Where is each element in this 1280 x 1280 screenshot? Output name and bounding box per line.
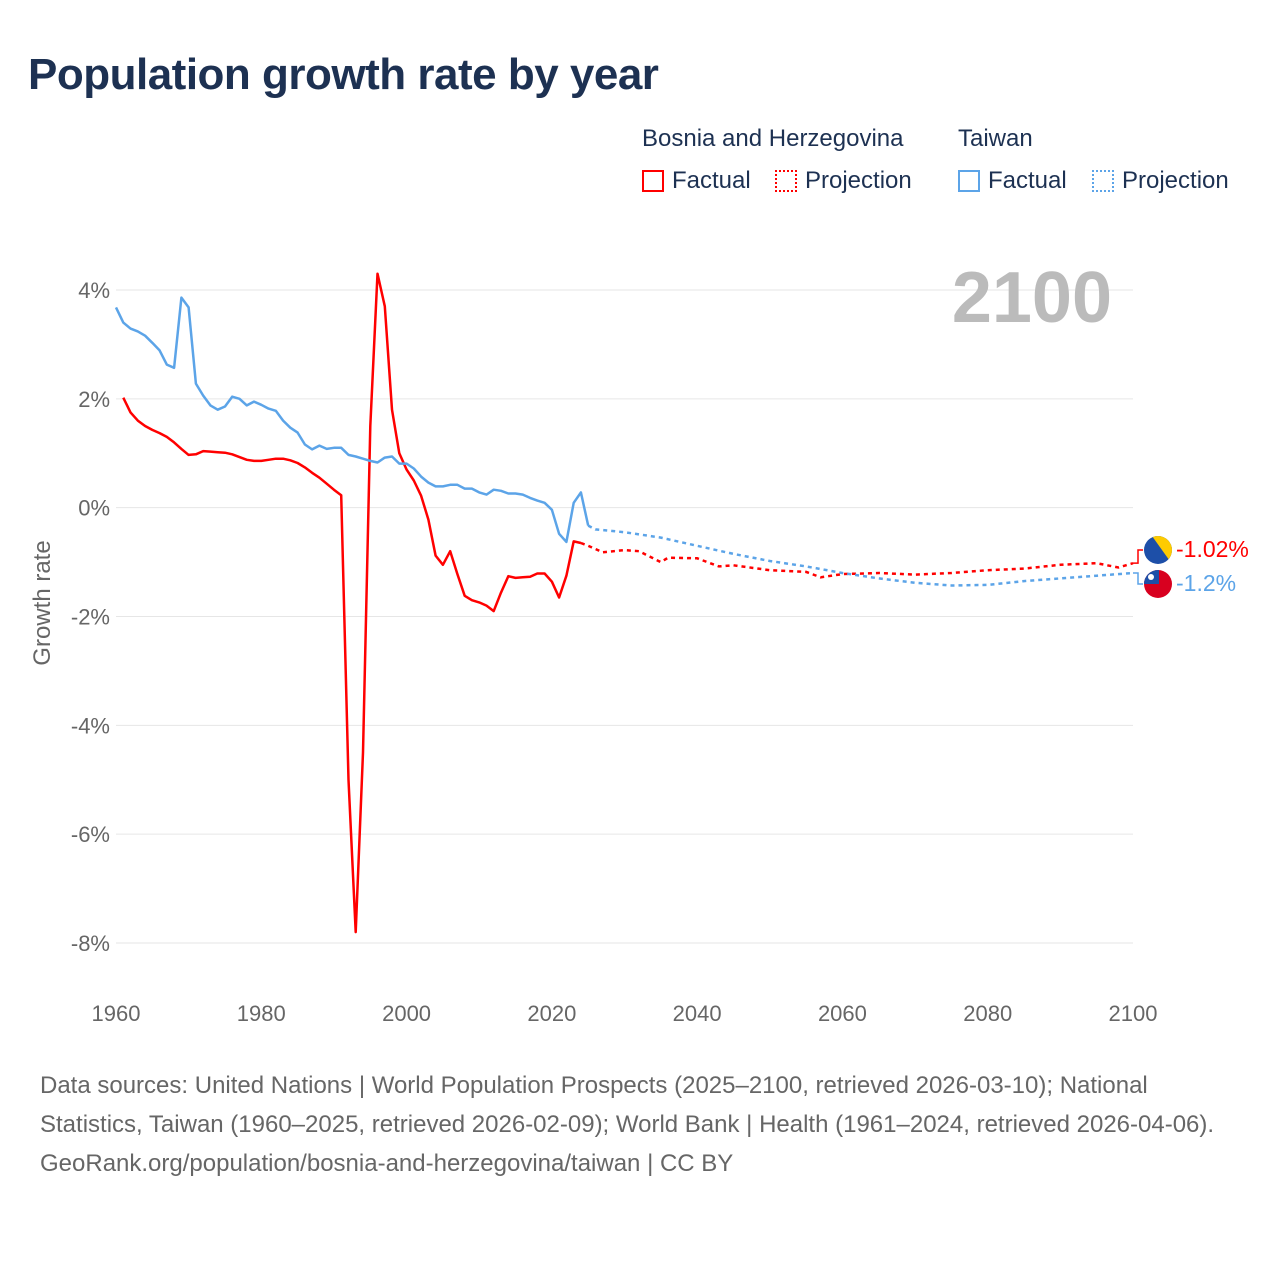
y-tick-label: -4% (71, 713, 110, 738)
taiwan-factual-line (114, 296, 590, 544)
legend-group-taiwan: Taiwan (958, 125, 1033, 152)
x-tick-label: 2040 (673, 1001, 722, 1026)
bosnia-flag-icon (1144, 536, 1172, 564)
plot-area: 4% 2% 0% -2% -4% -6% -8% 1960 1980 2000 2020 2040 20… (29, 258, 1249, 1026)
y-tick-label: -8% (71, 931, 110, 956)
legend-group-bosnia: Bosnia and Herzegovina (642, 125, 904, 152)
x-tick-label: 2020 (527, 1001, 576, 1026)
bosnia-label-connector (1133, 549, 1143, 564)
solid-swatch-icon (642, 170, 664, 192)
footer: Data sources: United Nations | World Pop… (40, 1066, 1250, 1183)
dotted-swatch-icon (775, 170, 797, 192)
legend-label: Factual (988, 167, 1067, 194)
bosnia-factual-line (122, 272, 582, 934)
x-tick-label: 1960 (92, 1001, 141, 1026)
solid-swatch-icon (958, 170, 980, 192)
taiwan-flag-icon (1144, 570, 1172, 598)
legend-label: Projection (1122, 167, 1229, 194)
y-tick-label: -6% (71, 822, 110, 847)
chart-title: Population growth rate by year (28, 50, 659, 99)
bosnia-end-label: -1.02% (1176, 536, 1249, 562)
x-tick-label: 2080 (963, 1001, 1012, 1026)
x-tick-label: 2060 (818, 1001, 867, 1026)
legend-taiwan-factual[interactable]: Factual (958, 167, 1067, 195)
taiwan-projection-line (587, 524, 1134, 587)
y-tick-label: 0% (78, 496, 110, 521)
taiwan-end-label: -1.2% (1176, 570, 1236, 596)
data-sources: Data sources: United Nations | World Pop… (40, 1072, 1215, 1138)
x-tick-label: 2000 (382, 1001, 431, 1026)
taiwan-label-connector (1133, 572, 1143, 585)
y-tick-label: 2% (78, 387, 110, 412)
year-watermark: 2100 (952, 258, 1112, 338)
legend-bosnia-factual[interactable]: Factual (642, 167, 751, 195)
x-tick-label: 2100 (1109, 1001, 1158, 1026)
y-tick-label: 4% (78, 278, 110, 303)
legend-bosnia-projection[interactable]: Projection (775, 167, 912, 195)
x-tick-label: 1980 (237, 1001, 286, 1026)
legend-taiwan-projection[interactable]: Projection (1092, 167, 1229, 195)
y-axis-label: Growth rate (29, 540, 56, 665)
legend-label: Projection (805, 167, 912, 194)
bosnia-projection-line (580, 541, 1134, 579)
credit-link[interactable]: GeoRank.org/population/bosnia-and-herzeg… (40, 1150, 734, 1177)
legend-label: Factual (672, 167, 751, 194)
y-tick-label: -2% (71, 605, 110, 630)
dotted-swatch-icon (1092, 170, 1114, 192)
